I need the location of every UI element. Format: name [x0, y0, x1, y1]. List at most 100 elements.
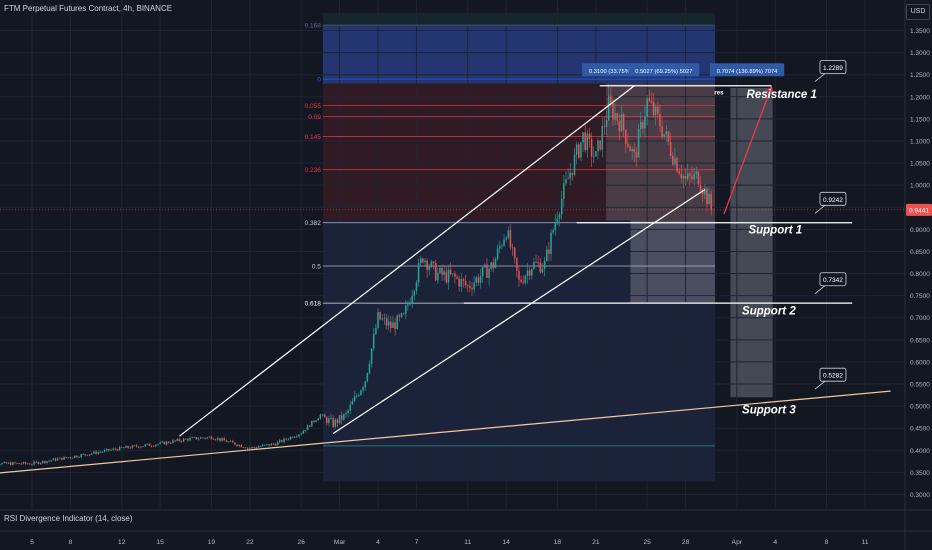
- candle-body: [150, 445, 153, 447]
- measure-label: 0.5027 (69.25%) 5027: [635, 69, 692, 75]
- target-arrow[interactable]: [723, 86, 773, 215]
- candle-body: [573, 154, 576, 175]
- candle-body: [33, 461, 35, 465]
- candle-body: [123, 447, 125, 449]
- candle-body: [601, 126, 604, 150]
- candle-body: [39, 462, 42, 464]
- candle-body: [283, 438, 285, 442]
- candle-body: [639, 122, 642, 129]
- candle-body: [187, 438, 189, 441]
- candle-body: [276, 442, 279, 446]
- candle-body: [353, 396, 356, 402]
- candle-body: [180, 440, 183, 442]
- candle-body: [24, 462, 27, 464]
- channel-upper-line[interactable]: [179, 85, 635, 437]
- candle-body: [355, 395, 358, 397]
- candle-body: [661, 126, 663, 137]
- x-tick-label: 7: [415, 539, 419, 546]
- candle-body: [676, 158, 678, 172]
- support-2-badge-pointer: [814, 285, 826, 295]
- candle-body: [189, 437, 191, 441]
- candle-body: [669, 141, 672, 156]
- candle-body: [22, 462, 25, 464]
- candle-body: [91, 453, 93, 455]
- x-tick-label: 15: [156, 539, 164, 546]
- y-tick-label: 1.3000: [910, 50, 930, 57]
- candle-body: [469, 285, 471, 289]
- candle-body: [195, 437, 198, 440]
- candle-body: [176, 439, 178, 441]
- candle-body: [620, 114, 623, 132]
- y-tick-label: 0.7500: [910, 293, 930, 300]
- fib-label: 0.168: [305, 23, 322, 30]
- candle-body: [452, 273, 454, 275]
- candle-body: [507, 230, 510, 238]
- trend-lines[interactable]: [0, 85, 891, 475]
- candle-body: [131, 445, 134, 449]
- candle-body: [221, 438, 223, 441]
- candle-body: [1, 463, 3, 465]
- y-tick-label: 0.5500: [910, 382, 930, 389]
- candle-body: [426, 260, 428, 270]
- x-tick-label: Apr: [732, 539, 743, 546]
- level-annotations[interactable]: 0.9242 Support 1 0.7342 Support 2 0.5282 Supp…: [463, 60, 853, 417]
- support-2-badge-value: 0.7342: [823, 277, 843, 284]
- candle-body: [95, 451, 97, 454]
- zone-5: [630, 220, 716, 304]
- candle-body: [481, 267, 484, 277]
- long-trend-line[interactable]: [0, 390, 891, 475]
- candle-body: [343, 413, 345, 420]
- candle-body: [537, 262, 539, 264]
- candle-body: [456, 276, 458, 279]
- candle-body: [249, 447, 251, 449]
- candle-body: [430, 261, 433, 268]
- candle-body: [138, 446, 140, 448]
- candle-body: [338, 415, 341, 424]
- candle-body: [268, 444, 270, 446]
- arrow-head: [765, 85, 773, 95]
- x-tick-label: 21: [592, 539, 600, 546]
- candle-body: [298, 434, 300, 437]
- candle-body: [419, 258, 422, 264]
- candle-body: [18, 463, 20, 464]
- candle-body: [302, 431, 305, 434]
- resistance-1-badge-value: 1.2289: [823, 65, 843, 72]
- candle-body: [157, 443, 159, 445]
- candle-body: [657, 106, 659, 114]
- candle-body: [236, 444, 238, 446]
- candle-body: [584, 132, 586, 151]
- candle-body: [642, 122, 644, 129]
- x-tick-label: 12: [118, 539, 126, 546]
- candle-body: [135, 445, 138, 447]
- candle-body: [31, 464, 33, 466]
- candle-body: [441, 267, 443, 275]
- y-tick-label: 0.8000: [910, 271, 930, 278]
- y-tick-label: 1.0500: [910, 161, 930, 168]
- candle-body: [691, 176, 693, 180]
- fib-label: 0.055: [305, 103, 322, 110]
- candle-body: [73, 455, 76, 458]
- channel-lower-line[interactable]: [332, 189, 706, 435]
- candle-body: [524, 275, 527, 283]
- candle-body: [432, 261, 435, 264]
- candle-body: [163, 441, 166, 445]
- candle-body: [108, 449, 110, 451]
- indicator-label[interactable]: RSI Divergence Indicator (14, close): [4, 514, 133, 523]
- currency-button[interactable]: USD: [906, 4, 930, 20]
- candle-body: [86, 454, 89, 456]
- candle-body: [54, 458, 57, 461]
- candle-body: [217, 438, 219, 440]
- candle-body: [563, 183, 565, 199]
- candle-body: [261, 444, 264, 447]
- candle-body: [674, 158, 676, 165]
- candle-body: [680, 173, 683, 179]
- candle-body: [379, 312, 381, 320]
- candle-body: [296, 436, 298, 438]
- candle-body: [708, 193, 710, 205]
- candle-body: [590, 138, 593, 157]
- candle-body: [458, 278, 460, 287]
- candle-body: [232, 440, 234, 443]
- candle-body: [528, 270, 531, 276]
